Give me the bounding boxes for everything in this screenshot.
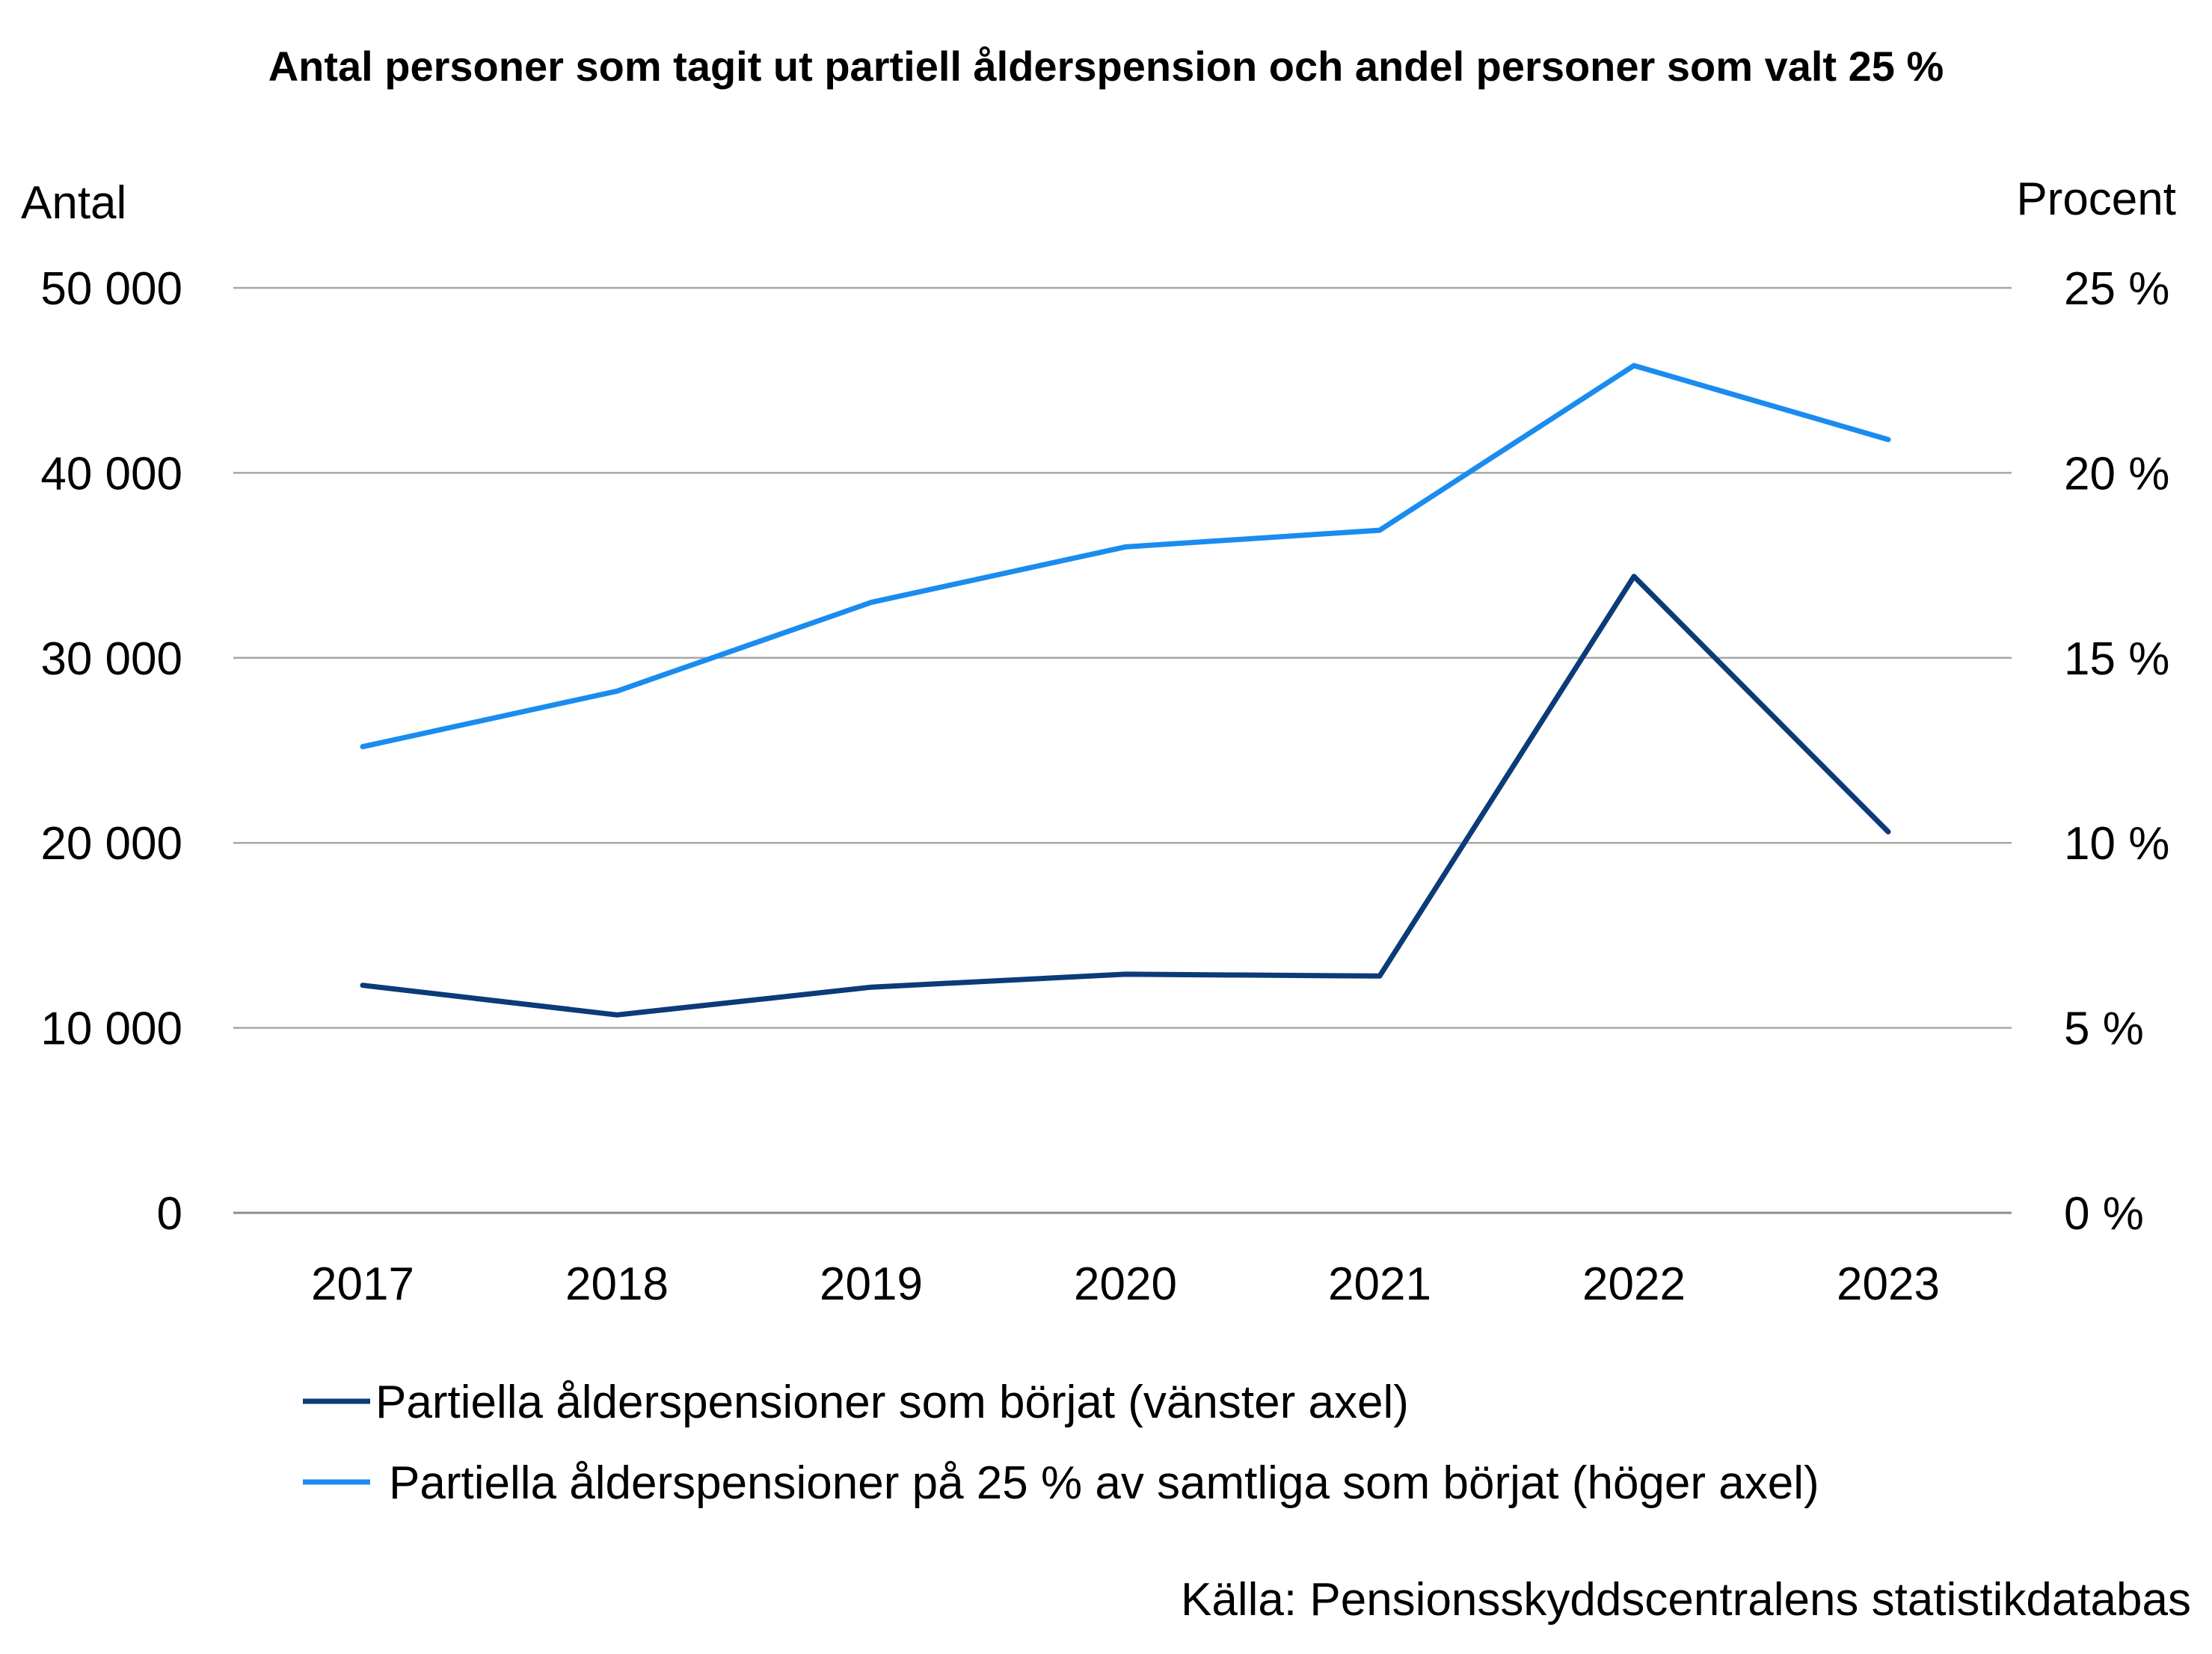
right-tick-label: 25 % — [2064, 263, 2169, 315]
x-tick-label: 2017 — [311, 1258, 414, 1310]
legend-label-1: Partiella ålderspensioner som börjat (vä… — [375, 1377, 1409, 1428]
x-tick-label: 2022 — [1582, 1258, 1686, 1310]
x-tick-label: 2019 — [820, 1258, 923, 1310]
right-tick-label: 15 % — [2064, 633, 2169, 685]
x-tick-label: 2020 — [1074, 1258, 1177, 1310]
left-axis-ticks: 0 10 000 20 000 30 000 40 000 50 000 — [40, 263, 182, 1240]
x-tick-label: 2018 — [565, 1258, 669, 1310]
right-tick-label: 10 % — [2064, 818, 2169, 870]
chart-title: Antal personer som tagit ut partiell åld… — [268, 43, 1944, 90]
right-axis-title: Procent — [2016, 173, 2176, 225]
gridlines — [233, 286, 2012, 1214]
x-tick-label: 2021 — [1328, 1258, 1431, 1310]
left-tick-label: 10 000 — [40, 1003, 182, 1055]
left-tick-label: 20 000 — [40, 818, 182, 870]
legend-label-2: Partiella ålderspensioner på 25 % av sam… — [389, 1457, 1819, 1509]
right-tick-label: 20 % — [2064, 448, 2169, 499]
source-note: Källa: Pensionsskyddscentralens statisti… — [1181, 1574, 2191, 1626]
right-tick-label: 5 % — [2064, 1003, 2144, 1055]
series-line-2 — [360, 363, 1891, 750]
series-line-1 — [360, 574, 1891, 1018]
x-tick-label: 2023 — [1837, 1258, 1940, 1310]
left-tick-label: 0 — [157, 1188, 182, 1240]
x-axis-ticks: 2017 2018 2019 2020 2021 2022 2023 — [311, 1258, 1940, 1310]
right-axis-ticks: 0 % 5 % 10 % 15 % 20 % 25 % — [2064, 263, 2169, 1240]
left-tick-label: 40 000 — [40, 448, 182, 499]
left-axis-title: Antal — [21, 177, 126, 229]
right-tick-label: 0 % — [2064, 1188, 2144, 1240]
left-tick-label: 30 000 — [40, 633, 182, 685]
legend: Partiella ålderspensioner som börjat (vä… — [303, 1377, 1819, 1509]
left-tick-label: 50 000 — [40, 263, 182, 315]
series-lines — [360, 363, 1891, 1018]
